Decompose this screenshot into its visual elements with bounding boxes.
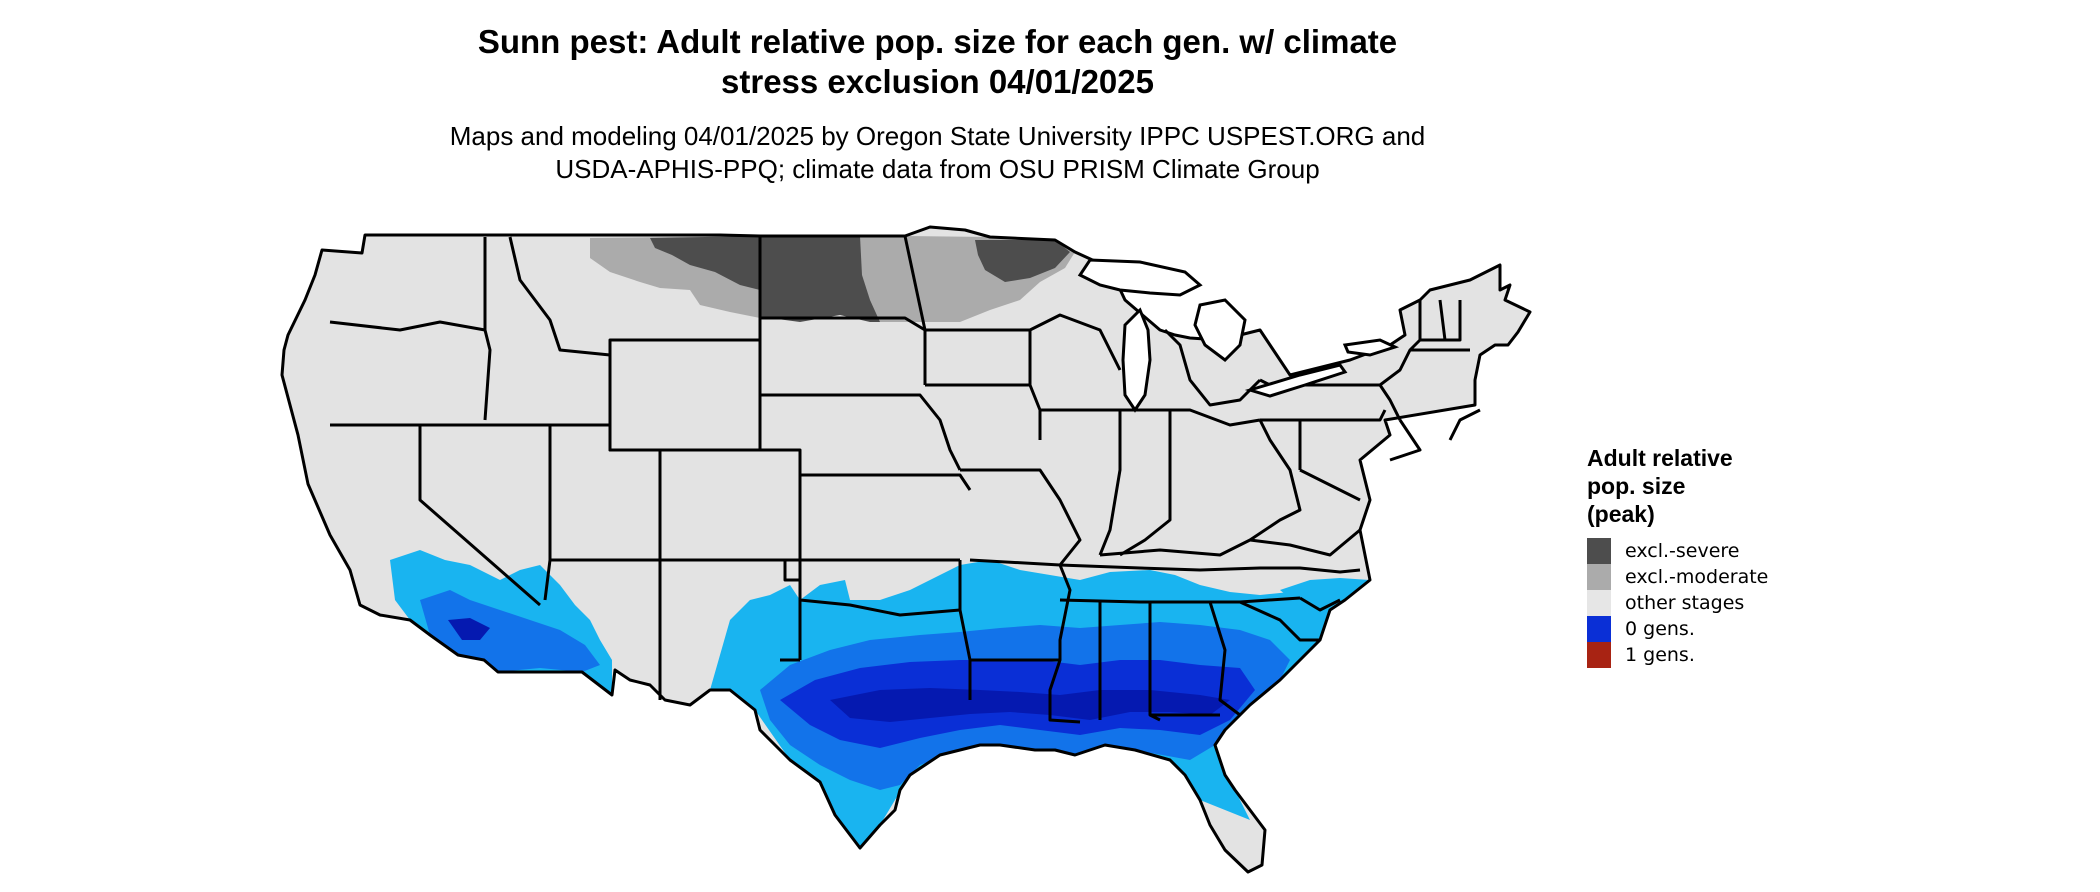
legend-swatch-other-stages xyxy=(1587,590,1611,616)
zone-navy-south xyxy=(830,688,1230,722)
excl-moderate-north-dakota xyxy=(860,236,905,322)
legend-item-0-gens: 0 gens. xyxy=(1587,616,1887,642)
state-borders xyxy=(280,225,1532,874)
lake-superior xyxy=(1077,258,1203,297)
legend-swatch-excl-severe xyxy=(1587,538,1611,564)
legend-swatch-0-gens xyxy=(1587,616,1611,642)
zone-mid-blue-southwest xyxy=(420,590,600,672)
lake-erie xyxy=(1244,363,1348,398)
zone-light-blue-atlantic xyxy=(1280,578,1370,615)
legend-label-excl-severe: excl.-severe xyxy=(1625,540,1740,562)
legend-swatch-1-gens xyxy=(1587,642,1611,668)
lake-huron xyxy=(1193,298,1247,362)
legend-label-0-gens: 0 gens. xyxy=(1625,618,1695,640)
legend-label-other-stages: other stages xyxy=(1625,592,1745,614)
legend-label-excl-moderate: excl.-moderate xyxy=(1625,566,1769,588)
legend-item-excl-severe: excl.-severe xyxy=(1587,538,1887,564)
legend-label-1-gens: 1 gens. xyxy=(1625,644,1695,666)
great-lakes xyxy=(1077,258,1400,413)
map-title: Sunn pest: Adult relative pop. size for … xyxy=(477,23,1398,100)
legend-item-excl-moderate: excl.-moderate xyxy=(1587,564,1887,590)
map-legend: Adult relative pop. size (peak) excl.-se… xyxy=(1587,444,1887,668)
excl-severe-montana xyxy=(650,236,760,290)
lake-michigan xyxy=(1121,307,1152,413)
map-subtitle: Maps and modeling 04/01/2025 by Oregon S… xyxy=(449,121,1426,184)
lake-ontario xyxy=(1342,338,1400,357)
legend-title: Adult relative pop. size (peak) xyxy=(1587,445,1733,527)
legend-item-other-stages: other stages xyxy=(1587,590,1887,616)
legend-swatch-excl-moderate xyxy=(1587,564,1611,590)
zone-navy-southwest xyxy=(448,618,490,640)
excl-severe-minnesota xyxy=(975,240,1070,282)
legend-item-1-gens: 1 gens. xyxy=(1587,642,1887,668)
